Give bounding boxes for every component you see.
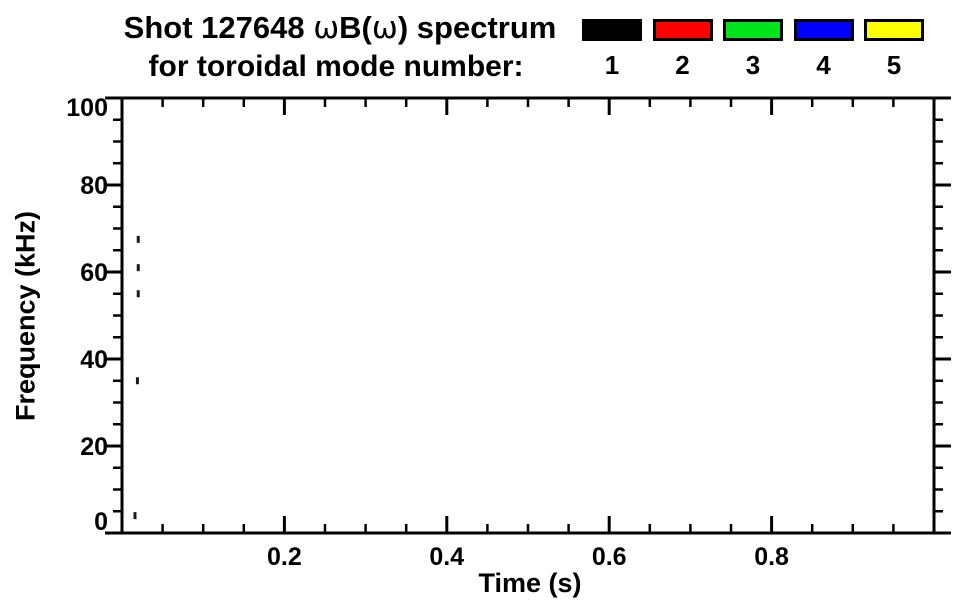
legend-label-5: 5: [886, 50, 902, 80]
data-point-n1: [136, 290, 140, 298]
legend-swatch-2: [652, 19, 713, 41]
legend-swatch-4: [793, 19, 854, 41]
legend-label-1: 1: [604, 50, 620, 80]
y-axis-title: Frequency (kHz): [10, 210, 41, 422]
omega-glyph: ω: [371, 10, 398, 46]
omega-glyph: ω: [313, 10, 340, 46]
title-text: Shot 127648: [123, 10, 314, 45]
legend-swatch-5: [864, 19, 924, 41]
chart-subtitle: for toroidal mode number:: [148, 50, 524, 83]
x-tick-label: 0.6: [592, 543, 627, 571]
legend-swatch-3: [723, 19, 783, 41]
legend-label-4: 4: [816, 50, 831, 80]
x-axis-title: Time (s): [478, 568, 582, 598]
y-tick-label: 80: [80, 172, 108, 200]
title-text: B(: [339, 10, 372, 45]
x-tick-label: 0.4: [429, 543, 464, 571]
x-tick-label: 0.2: [267, 543, 302, 571]
y-tick-label: 20: [80, 433, 108, 461]
data-point-n1: [136, 264, 140, 272]
data-point-n1: [136, 235, 140, 243]
plot-frame: [120, 96, 936, 535]
legend-swatch-1: [582, 19, 642, 41]
legend: 1 2 3 4 5: [0, 0, 963, 90]
data-point-n1: [133, 512, 137, 520]
y-tick-label: 0: [94, 508, 108, 536]
y-tick-label: 100: [66, 94, 108, 122]
y-tick-label: 40: [80, 346, 108, 374]
legend-label-3: 3: [745, 50, 761, 80]
y-tick-label: 60: [80, 259, 108, 287]
legend-label-2: 2: [675, 50, 690, 80]
data-point-n1: [135, 377, 139, 385]
x-tick-label: 0.8: [754, 543, 789, 571]
title-text: ) spectrum: [397, 10, 557, 45]
chart-title: Shot 127648 ωB(ω) spectrum: [0, 10, 680, 46]
